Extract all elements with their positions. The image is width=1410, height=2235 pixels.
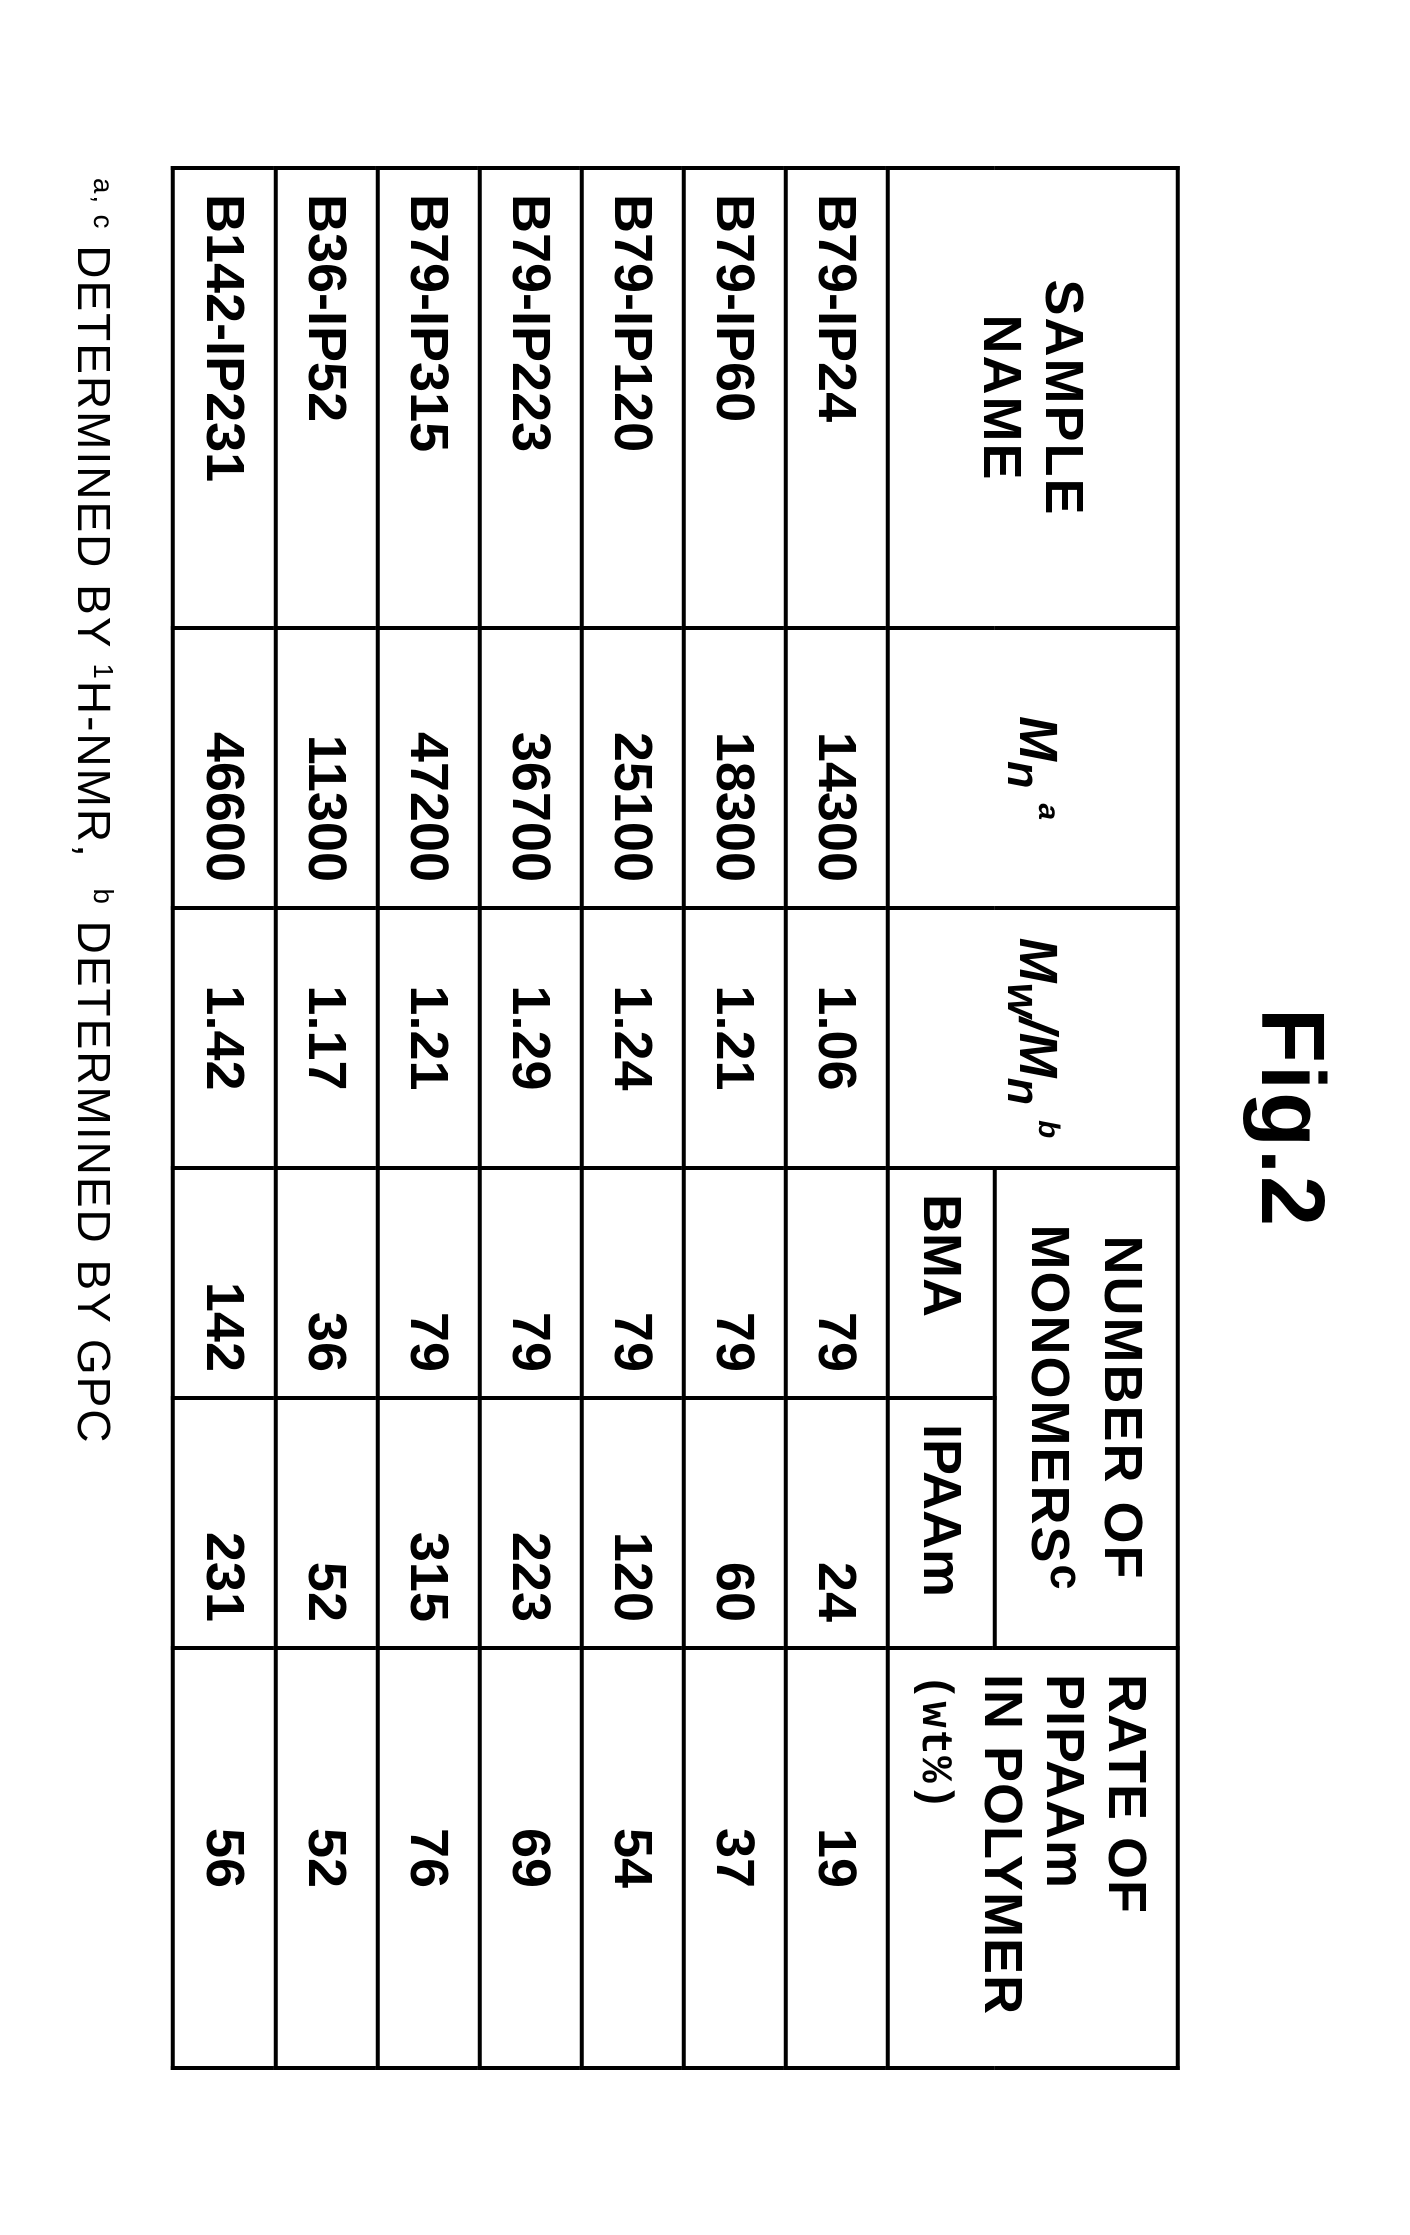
rotated-content: Fig.2 SAMPLE NAME Mn a Mw/Mn b NUMBER OF… — [67, 118, 1343, 2118]
cell-ipaam: 231 — [173, 1397, 275, 1647]
footnote: a, c DETERMINED BY 1H-NMR, b DETERMINED … — [67, 178, 121, 2118]
cell-ipaam: 120 — [582, 1397, 684, 1647]
table-row: B142-IP231466001.4214223156 — [173, 167, 275, 2067]
cell-sample: B79-IP315 — [377, 167, 479, 627]
col-header-pdi: Mw/Mn b — [888, 907, 1178, 1167]
cell-bma: 79 — [684, 1167, 786, 1397]
cell-sample: B142-IP231 — [173, 167, 275, 627]
cell-sample: B79-IP24 — [786, 167, 888, 627]
table-row: B79-IP120251001.247912054 — [582, 167, 684, 2067]
cell-mn: 47200 — [377, 627, 479, 907]
cell-bma: 79 — [582, 1167, 684, 1397]
cell-pdi: 1.24 — [582, 907, 684, 1167]
cell-pdi: 1.17 — [275, 907, 377, 1167]
cell-rate: 56 — [173, 1648, 275, 2068]
table-row: B79-IP24143001.06792419 — [786, 167, 888, 2067]
cell-pdi: 1.21 — [684, 907, 786, 1167]
cell-pdi: 1.29 — [480, 907, 582, 1167]
col-header-rate: RATE OF PIPAAmIN POLYMER(wt%) — [888, 1648, 1178, 2068]
cell-rate: 37 — [684, 1648, 786, 2068]
cell-mn: 14300 — [786, 627, 888, 907]
cell-sample: B79-IP120 — [582, 167, 684, 627]
col-header-monomers: NUMBER OF MONOMERSc — [995, 1167, 1178, 1647]
col-subheader-ipaam: IPAAm — [888, 1397, 995, 1647]
cell-bma: 36 — [275, 1167, 377, 1397]
table-body: B79-IP24143001.06792419B79-IP60183001.21… — [173, 167, 888, 2067]
cell-pdi: 1.42 — [173, 907, 275, 1167]
table-row: B79-IP315472001.217931576 — [377, 167, 479, 2067]
table-row: B36-IP52113001.17365252 — [275, 167, 377, 2067]
cell-rate: 76 — [377, 1648, 479, 2068]
data-table: SAMPLE NAME Mn a Mw/Mn b NUMBER OF MONOM… — [171, 165, 1180, 2069]
cell-mn: 18300 — [684, 627, 786, 907]
table-row: B79-IP223367001.297922369 — [480, 167, 582, 2067]
col-header-sample: SAMPLE NAME — [888, 167, 1178, 627]
cell-bma: 79 — [786, 1167, 888, 1397]
table-head: SAMPLE NAME Mn a Mw/Mn b NUMBER OF MONOM… — [888, 167, 1178, 2067]
figure-title: Fig.2 — [1240, 118, 1343, 2118]
cell-rate: 69 — [480, 1648, 582, 2068]
table-row: B79-IP60183001.21796037 — [684, 167, 786, 2067]
cell-bma: 79 — [377, 1167, 479, 1397]
cell-mn: 46600 — [173, 627, 275, 907]
cell-ipaam: 223 — [480, 1397, 582, 1647]
cell-sample: B79-IP60 — [684, 167, 786, 627]
cell-rate: 19 — [786, 1648, 888, 2068]
cell-mn: 11300 — [275, 627, 377, 907]
cell-ipaam: 315 — [377, 1397, 479, 1647]
cell-mn: 25100 — [582, 627, 684, 907]
cell-sample: B79-IP223 — [480, 167, 582, 627]
col-header-mn: Mn a — [888, 627, 1178, 907]
cell-ipaam: 52 — [275, 1397, 377, 1647]
cell-mn: 36700 — [480, 627, 582, 907]
cell-ipaam: 60 — [684, 1397, 786, 1647]
cell-bma: 142 — [173, 1167, 275, 1397]
cell-ipaam: 24 — [786, 1397, 888, 1647]
cell-sample: B36-IP52 — [275, 167, 377, 627]
cell-pdi: 1.06 — [786, 907, 888, 1167]
cell-rate: 54 — [582, 1648, 684, 2068]
page: Fig.2 SAMPLE NAME Mn a Mw/Mn b NUMBER OF… — [0, 0, 1410, 2235]
cell-pdi: 1.21 — [377, 907, 479, 1167]
header-row-1: SAMPLE NAME Mn a Mw/Mn b NUMBER OF MONOM… — [995, 167, 1178, 2067]
col-subheader-bma: BMA — [888, 1167, 995, 1397]
cell-rate: 52 — [275, 1648, 377, 2068]
cell-bma: 79 — [480, 1167, 582, 1397]
